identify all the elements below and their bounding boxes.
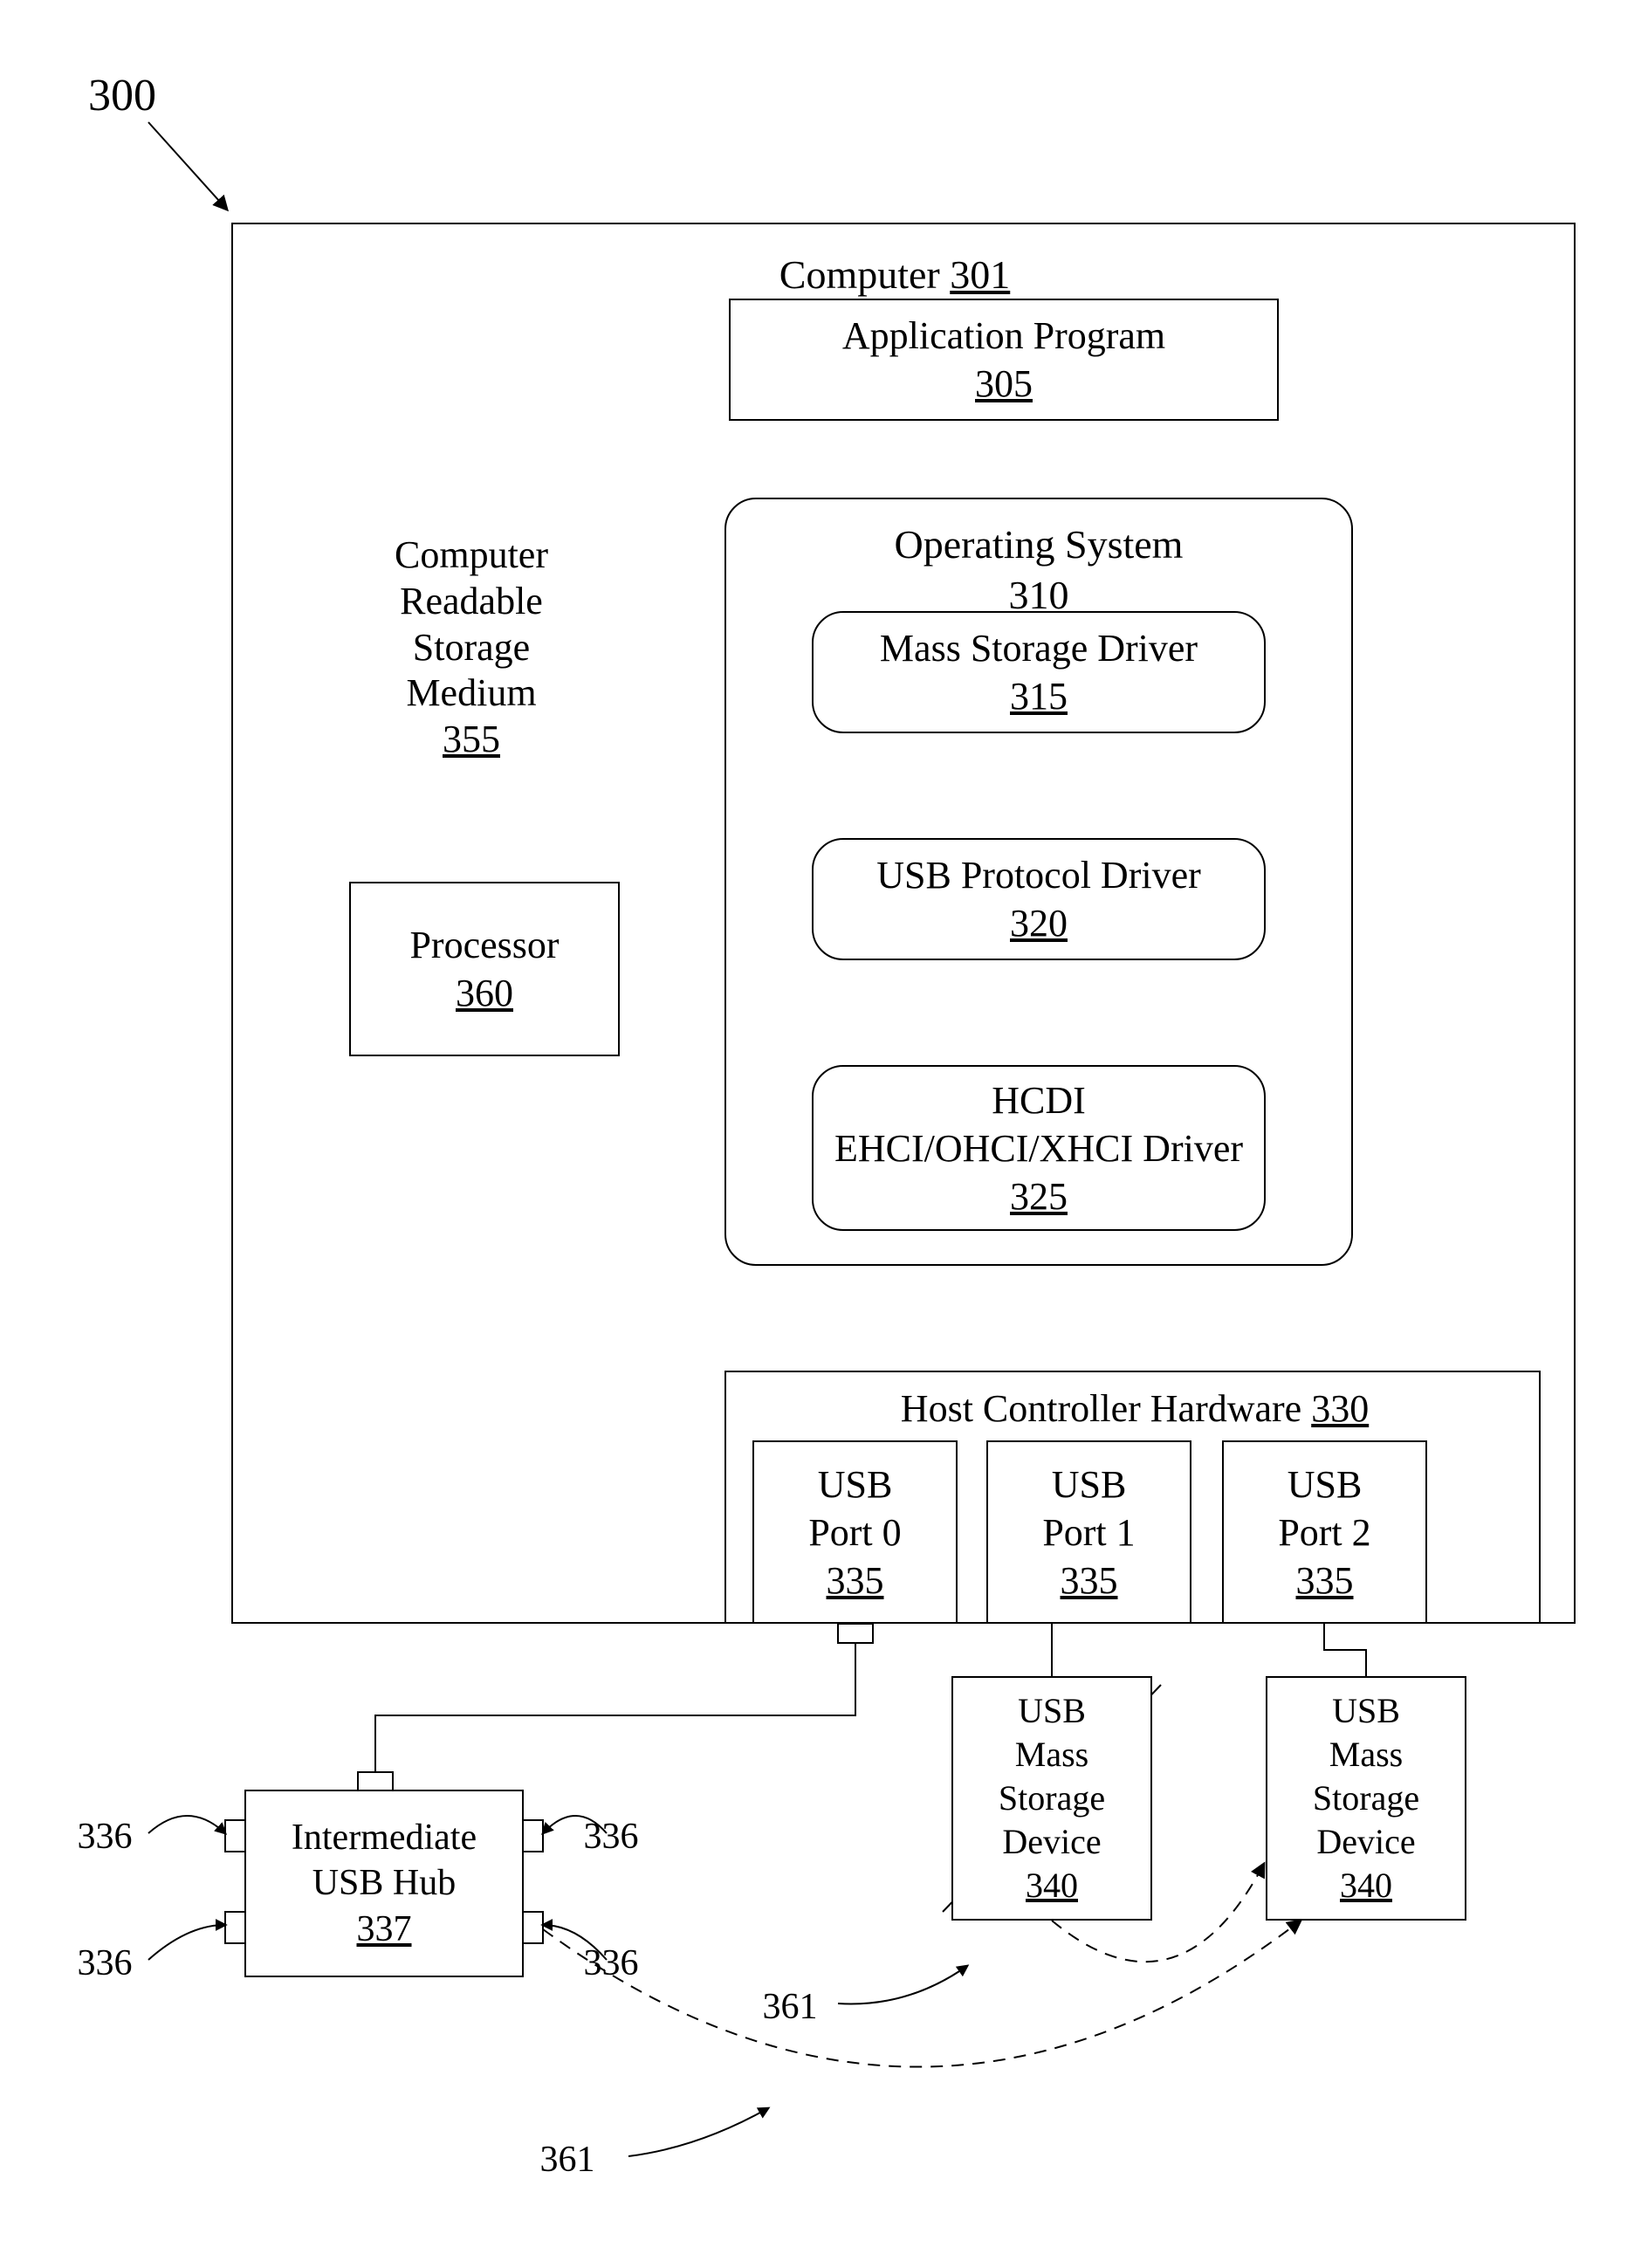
storage-medium-label: ComputerReadableStorageMedium355 (319, 533, 624, 763)
usb-port-1-box: USBPort 1335 (986, 1440, 1191, 1624)
usb-mass-storage-1-box: USBMassStorageDevice340 (951, 1676, 1152, 1921)
dashed-ref-361-b: 361 (540, 2139, 595, 2181)
hub-port-ref-336: 336 (584, 1816, 639, 1858)
computer-label: Computer 301 (779, 251, 1010, 298)
hub-port-ref-336: 336 (78, 1942, 133, 1984)
figure-ref-label: 300 (88, 70, 156, 121)
hub-port-ref-336: 336 (78, 1816, 133, 1858)
processor-box: Processor360 (349, 882, 620, 1056)
dashed-ref-361-a: 361 (763, 1986, 818, 2028)
usb-protocol-driver-box: USB Protocol Driver320 (812, 838, 1266, 960)
operating-system-label: Operating System310 (895, 519, 1184, 620)
hub-port-ref-336: 336 (584, 1942, 639, 1984)
usb-mass-storage-2-box: USBMassStorageDevice340 (1266, 1676, 1466, 1921)
host-controller-hardware-label: Host Controller Hardware 330 (901, 1386, 1369, 1431)
usb-port-2-box: USBPort 2335 (1222, 1440, 1427, 1624)
application-program-box: Application Program305 (729, 299, 1279, 421)
hcdi-driver-box: HCDIEHCI/OHCI/XHCI Driver325 (812, 1065, 1266, 1231)
intermediate-usb-hub-box: IntermediateUSB Hub337 (244, 1790, 524, 1977)
mass-storage-driver-box: Mass Storage Driver315 (812, 611, 1266, 733)
usb-port-0-box: USBPort 0335 (752, 1440, 958, 1624)
